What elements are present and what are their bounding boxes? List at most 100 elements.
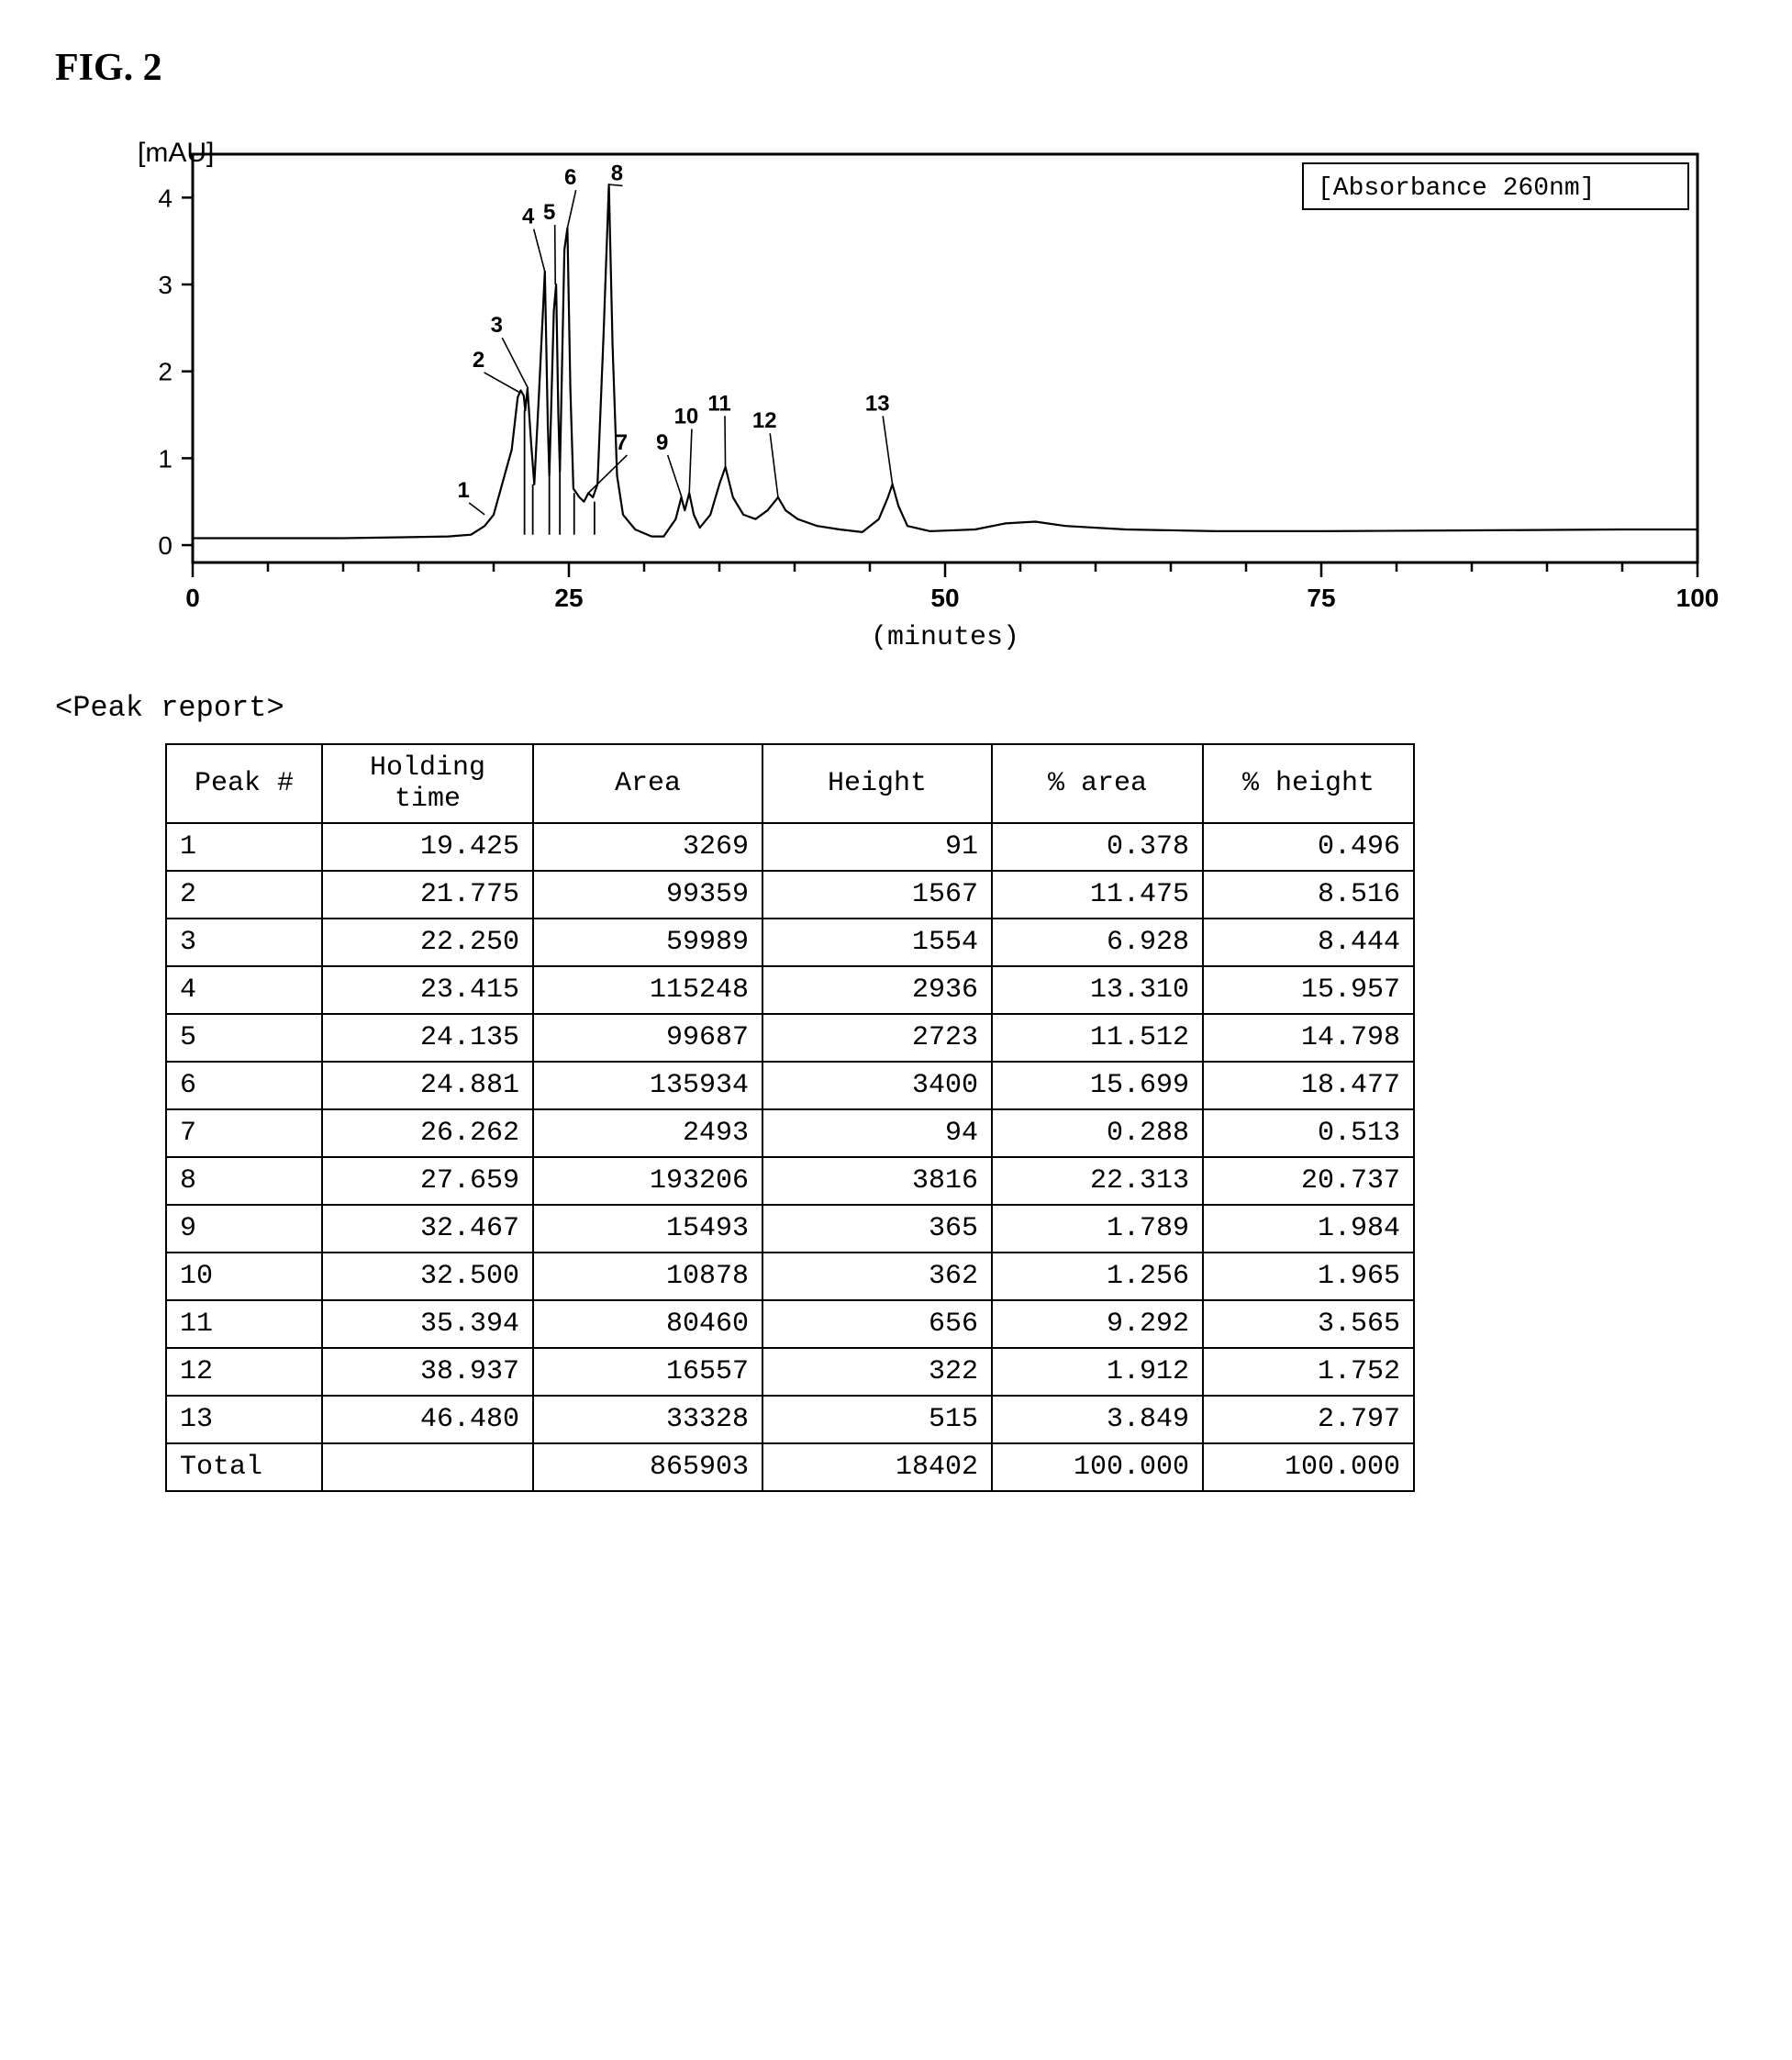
table-cell: 21.775 xyxy=(322,871,533,919)
svg-text:2: 2 xyxy=(473,348,484,373)
table-cell: 1.912 xyxy=(992,1348,1203,1396)
chart-svg: [mAU]012340255075100(minutes)[Absorbance… xyxy=(92,136,1725,650)
table-row: 221.77599359156711.4758.516 xyxy=(166,871,1414,919)
table-cell: 322 xyxy=(762,1348,992,1396)
table-cell: 94 xyxy=(762,1109,992,1157)
table-cell: 362 xyxy=(762,1253,992,1300)
table-cell: 22.250 xyxy=(322,919,533,966)
table-cell: 11 xyxy=(166,1300,322,1348)
table-cell: 11.512 xyxy=(992,1014,1203,1062)
col-header-time: Holdingtime xyxy=(322,744,533,823)
table-cell: 32.467 xyxy=(322,1205,533,1253)
table-cell: 656 xyxy=(762,1300,992,1348)
svg-text:9: 9 xyxy=(656,430,668,455)
svg-text:10: 10 xyxy=(674,405,699,429)
table-cell: 1.984 xyxy=(1203,1205,1414,1253)
table-cell: 6.928 xyxy=(992,919,1203,966)
svg-text:50: 50 xyxy=(930,584,959,612)
table-cell: 193206 xyxy=(533,1157,762,1205)
table-cell: 15493 xyxy=(533,1205,762,1253)
col-header-pct-height: % height xyxy=(1203,744,1414,823)
chromatogram-chart: [mAU]012340255075100(minutes)[Absorbance… xyxy=(92,136,1737,654)
table-cell: 18402 xyxy=(762,1443,992,1491)
table-cell: 24.135 xyxy=(322,1014,533,1062)
table-cell: 13.310 xyxy=(992,966,1203,1014)
col-header-peak: Peak # xyxy=(166,744,322,823)
table-cell: 16557 xyxy=(533,1348,762,1396)
table-row: 932.467154933651.7891.984 xyxy=(166,1205,1414,1253)
table-cell: 38.937 xyxy=(322,1348,533,1396)
col-header-pct-area: % area xyxy=(992,744,1203,823)
svg-text:5: 5 xyxy=(543,200,555,225)
table-cell: 2493 xyxy=(533,1109,762,1157)
table-cell: 0.378 xyxy=(992,823,1203,871)
table-cell: 5 xyxy=(166,1014,322,1062)
table-row: 624.881135934340015.69918.477 xyxy=(166,1062,1414,1109)
table-cell: 24.881 xyxy=(322,1062,533,1109)
svg-text:1: 1 xyxy=(158,444,173,473)
table-cell: 13 xyxy=(166,1396,322,1443)
table-row: 1135.394804606569.2923.565 xyxy=(166,1300,1414,1348)
table-cell: 8.516 xyxy=(1203,871,1414,919)
table-cell: 80460 xyxy=(533,1300,762,1348)
svg-text:[Absorbance 260nm]: [Absorbance 260nm] xyxy=(1318,174,1595,203)
table-cell: 6 xyxy=(166,1062,322,1109)
table-row: 726.2622493940.2880.513 xyxy=(166,1109,1414,1157)
table-cell: 10878 xyxy=(533,1253,762,1300)
svg-text:13: 13 xyxy=(865,391,890,416)
svg-text:2: 2 xyxy=(158,358,173,386)
svg-text:3: 3 xyxy=(491,313,503,338)
table-cell xyxy=(322,1443,533,1491)
svg-text:1: 1 xyxy=(458,478,470,503)
table-row: Total86590318402100.000100.000 xyxy=(166,1443,1414,1491)
col-header-area: Area xyxy=(533,744,762,823)
table-cell: 8.444 xyxy=(1203,919,1414,966)
svg-text:11: 11 xyxy=(707,391,730,416)
col-header-height: Height xyxy=(762,744,992,823)
table-cell: 1.789 xyxy=(992,1205,1203,1253)
table-cell: 20.737 xyxy=(1203,1157,1414,1205)
table-row: 1032.500108783621.2561.965 xyxy=(166,1253,1414,1300)
table-cell: 365 xyxy=(762,1205,992,1253)
svg-text:3: 3 xyxy=(158,271,173,299)
table-cell: 100.000 xyxy=(1203,1443,1414,1491)
table-cell: 18.477 xyxy=(1203,1062,1414,1109)
table-row: 524.13599687272311.51214.798 xyxy=(166,1014,1414,1062)
table-cell: 35.394 xyxy=(322,1300,533,1348)
table-cell: 33328 xyxy=(533,1396,762,1443)
svg-text:12: 12 xyxy=(752,408,777,433)
table-cell: 9 xyxy=(166,1205,322,1253)
table-cell: 27.659 xyxy=(322,1157,533,1205)
table-body: 119.4253269910.3780.496221.7759935915671… xyxy=(166,823,1414,1491)
table-cell: 22.313 xyxy=(992,1157,1203,1205)
svg-text:25: 25 xyxy=(554,584,583,612)
svg-text:6: 6 xyxy=(564,165,576,190)
table-cell: 0.513 xyxy=(1203,1109,1414,1157)
table-cell: 26.262 xyxy=(322,1109,533,1157)
svg-text:(minutes): (minutes) xyxy=(871,622,1019,650)
table-row: 1238.937165573221.9121.752 xyxy=(166,1348,1414,1396)
table-cell: 9.292 xyxy=(992,1300,1203,1348)
table-cell: 99359 xyxy=(533,871,762,919)
table-cell: 0.288 xyxy=(992,1109,1203,1157)
table-cell: 15.957 xyxy=(1203,966,1414,1014)
table-cell: 46.480 xyxy=(322,1396,533,1443)
table-cell: 3 xyxy=(166,919,322,966)
table-row: 1346.480333285153.8492.797 xyxy=(166,1396,1414,1443)
table-cell: 3400 xyxy=(762,1062,992,1109)
table-cell: 4 xyxy=(166,966,322,1014)
table-cell: 1.256 xyxy=(992,1253,1203,1300)
table-cell: 19.425 xyxy=(322,823,533,871)
table-cell: 2.797 xyxy=(1203,1396,1414,1443)
table-cell: 7 xyxy=(166,1109,322,1157)
table-cell: 135934 xyxy=(533,1062,762,1109)
table-row: 827.659193206381622.31320.737 xyxy=(166,1157,1414,1205)
table-cell: 12 xyxy=(166,1348,322,1396)
table-cell: 99687 xyxy=(533,1014,762,1062)
svg-text:0: 0 xyxy=(185,584,200,612)
table-cell: 32.500 xyxy=(322,1253,533,1300)
svg-text:4: 4 xyxy=(158,184,173,212)
table-cell: 515 xyxy=(762,1396,992,1443)
svg-text:100: 100 xyxy=(1676,584,1720,612)
table-cell: 0.496 xyxy=(1203,823,1414,871)
